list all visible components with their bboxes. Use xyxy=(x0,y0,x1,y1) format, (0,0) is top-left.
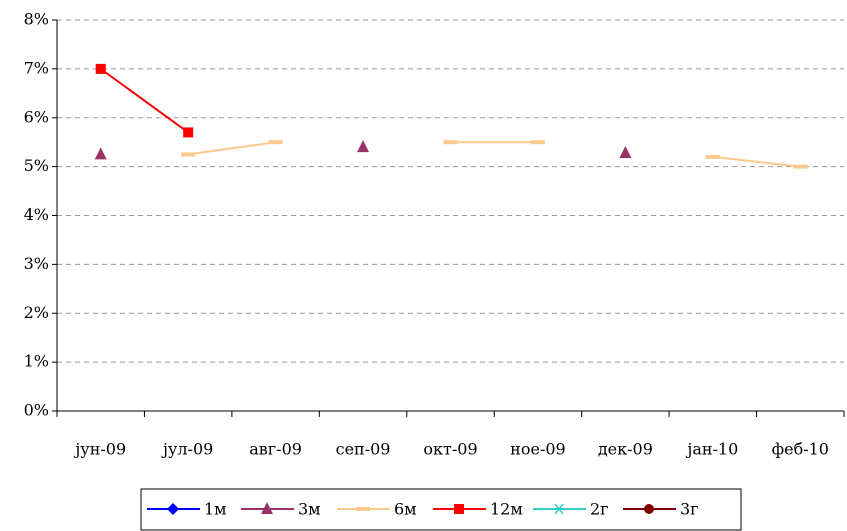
x-tick-label: сеп-09 xyxy=(336,440,391,459)
series-line xyxy=(100,68,189,134)
y-tick-label: 7% xyxy=(24,58,49,77)
marker xyxy=(356,507,370,511)
y-tick-label: 6% xyxy=(24,107,49,126)
x-tick-label: јун-09 xyxy=(73,440,126,459)
marker xyxy=(619,145,632,158)
y-tick-label: 8% xyxy=(24,10,49,29)
marker xyxy=(261,502,273,514)
marker xyxy=(705,154,720,159)
marker xyxy=(94,147,107,160)
marker xyxy=(167,503,179,515)
marker xyxy=(183,127,194,138)
marker xyxy=(181,152,196,157)
marker xyxy=(268,140,283,145)
x-tick-label: ное-09 xyxy=(510,440,566,459)
marker xyxy=(443,140,458,145)
marker xyxy=(95,63,106,74)
legend-label: 3м xyxy=(298,500,321,519)
x-tick-label: дек-09 xyxy=(598,440,653,459)
series-line xyxy=(712,155,801,168)
marker xyxy=(793,164,808,169)
y-tick-label: 2% xyxy=(24,303,49,322)
y-tick-label: 4% xyxy=(24,205,49,224)
y-tick-label: 5% xyxy=(24,156,49,175)
series-line xyxy=(188,141,276,156)
marker xyxy=(357,140,370,153)
marker xyxy=(553,503,565,515)
marker xyxy=(530,140,545,145)
legend-label: 12м xyxy=(490,500,523,519)
x-tick-label: јул-09 xyxy=(161,440,213,459)
legend-label: 3г xyxy=(680,500,699,519)
legend-label: 1м xyxy=(204,500,227,519)
y-tick-label: 3% xyxy=(24,254,49,273)
y-tick-label: 1% xyxy=(24,352,49,371)
y-tick-label: 0% xyxy=(24,401,49,420)
x-tick-label: феб-10 xyxy=(772,440,829,459)
x-tick-label: авг-09 xyxy=(249,440,302,459)
legend-label: 2г xyxy=(590,500,609,519)
marker xyxy=(644,504,654,514)
x-tick-label: окт-09 xyxy=(423,440,477,459)
x-tick-label: јан-10 xyxy=(685,440,738,459)
marker xyxy=(454,504,464,514)
legend-label: 6м xyxy=(394,500,417,519)
